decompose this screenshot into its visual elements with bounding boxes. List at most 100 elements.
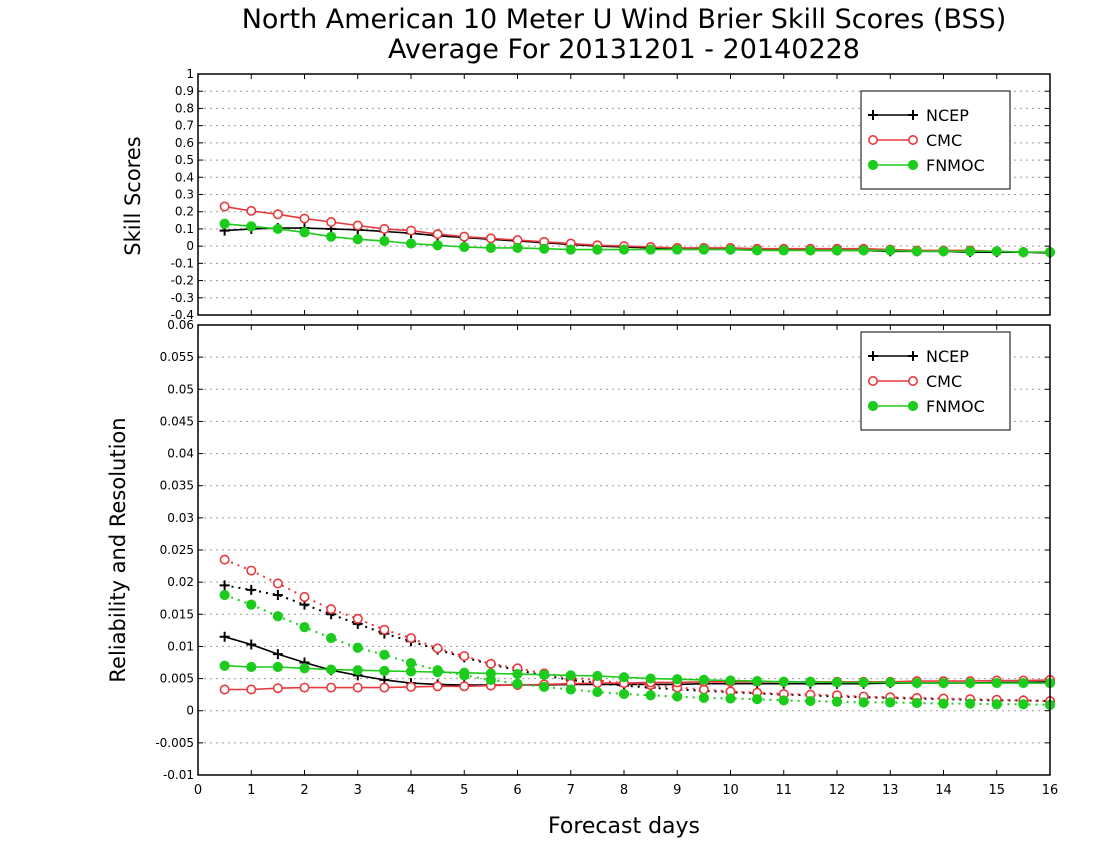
legend-marker xyxy=(868,110,878,120)
data-point xyxy=(778,245,789,256)
data-point xyxy=(778,676,789,687)
chart-title: North American 10 Meter U Wind Brier Ski… xyxy=(242,4,1007,35)
x-tick-label: 15 xyxy=(988,783,1005,798)
y-tick-label: -0.01 xyxy=(163,768,194,782)
data-point xyxy=(246,661,257,673)
data-point xyxy=(246,599,257,610)
data-point xyxy=(805,695,816,707)
x-tick-label: 5 xyxy=(460,783,468,798)
data-point xyxy=(432,681,443,692)
x-tick-label: 10 xyxy=(722,783,739,798)
data-point xyxy=(539,243,550,254)
data-point xyxy=(752,245,763,256)
data-point xyxy=(698,674,709,685)
x-tick-label: 14 xyxy=(935,783,952,798)
data-point xyxy=(592,244,603,255)
data-point xyxy=(299,213,310,224)
plot-frame xyxy=(197,73,1051,316)
data-point xyxy=(512,242,523,253)
data-point xyxy=(1018,677,1029,689)
data-point xyxy=(485,668,496,679)
data-point xyxy=(831,677,843,688)
y-tick-label: 0.005 xyxy=(160,672,194,686)
data-point xyxy=(272,223,283,235)
legend-marker xyxy=(867,159,879,171)
data-point xyxy=(698,692,709,703)
data-point xyxy=(326,217,337,228)
data-point xyxy=(272,209,283,220)
data-point xyxy=(885,245,896,256)
plot-frame xyxy=(197,324,1051,776)
x-tick-label: 1 xyxy=(247,783,255,798)
x-tick-label: 6 xyxy=(513,783,521,798)
series-fnmoc-solid xyxy=(219,660,1056,689)
legend-marker xyxy=(868,351,878,361)
data-point xyxy=(725,693,736,704)
data-point xyxy=(965,698,976,709)
top-y-axis-label: Skill Scores xyxy=(121,136,145,255)
series-ncep-solid xyxy=(219,223,1055,259)
legend-marker xyxy=(907,400,919,412)
x-tick-label: 11 xyxy=(775,783,792,798)
data-point xyxy=(698,244,709,255)
data-point xyxy=(459,667,470,678)
x-tick-label: 2 xyxy=(300,783,308,798)
y-tick-label: 0 xyxy=(186,704,194,718)
y-tick-label: -0.2 xyxy=(171,274,194,288)
data-point xyxy=(539,669,550,680)
legend-label: FNMOC xyxy=(926,156,985,175)
data-point xyxy=(725,675,736,686)
data-point xyxy=(272,590,283,600)
data-point xyxy=(219,201,230,212)
data-point xyxy=(246,221,257,232)
data-point xyxy=(299,663,310,674)
data-point xyxy=(272,683,283,694)
data-point xyxy=(299,622,310,633)
x-tick-label: 7 xyxy=(567,783,575,798)
x-tick-label: 3 xyxy=(354,783,362,798)
data-point xyxy=(485,233,496,244)
data-point xyxy=(831,245,843,256)
data-point xyxy=(326,664,337,675)
y-tick-label: -0.4 xyxy=(171,308,194,322)
data-point xyxy=(299,227,310,238)
data-point xyxy=(405,633,416,644)
data-point xyxy=(272,649,283,660)
x-tick-label: 8 xyxy=(620,783,628,798)
series-fnmoc-dotted xyxy=(219,589,1056,711)
x-tick-label: 0 xyxy=(194,783,202,798)
data-point xyxy=(618,672,630,683)
y-tick-label: 0.6 xyxy=(175,136,194,150)
data-point xyxy=(539,681,550,693)
data-point xyxy=(592,670,603,682)
data-point xyxy=(246,684,257,695)
data-point xyxy=(352,642,363,653)
x-tick-label: 9 xyxy=(673,783,681,798)
y-tick-label: 0.055 xyxy=(160,350,194,364)
data-point xyxy=(618,688,630,700)
data-point xyxy=(432,667,443,678)
data-point xyxy=(272,578,283,589)
legend-marker xyxy=(867,135,878,146)
data-point xyxy=(459,651,470,662)
x-tick-label: 16 xyxy=(1042,783,1059,798)
y-tick-label: 0.01 xyxy=(167,639,194,653)
y-tick-label: 0.3 xyxy=(175,188,194,202)
y-tick-label: 0.8 xyxy=(175,101,194,115)
data-point xyxy=(432,643,443,654)
x-tick-label: 13 xyxy=(882,783,899,798)
y-tick-label: 0.015 xyxy=(160,607,194,621)
y-tick-label: -0.1 xyxy=(171,256,194,270)
data-point xyxy=(379,223,390,234)
data-point xyxy=(672,674,683,685)
data-point xyxy=(219,660,230,671)
data-point xyxy=(858,677,869,688)
data-point xyxy=(459,241,470,253)
data-point xyxy=(379,682,390,693)
data-point xyxy=(752,694,763,705)
y-tick-label: 0.4 xyxy=(175,170,194,184)
data-point xyxy=(911,677,922,689)
series-line xyxy=(224,594,1051,706)
data-point xyxy=(379,649,390,660)
bottom-y-axis-label: Reliability and Resolution xyxy=(106,417,130,682)
